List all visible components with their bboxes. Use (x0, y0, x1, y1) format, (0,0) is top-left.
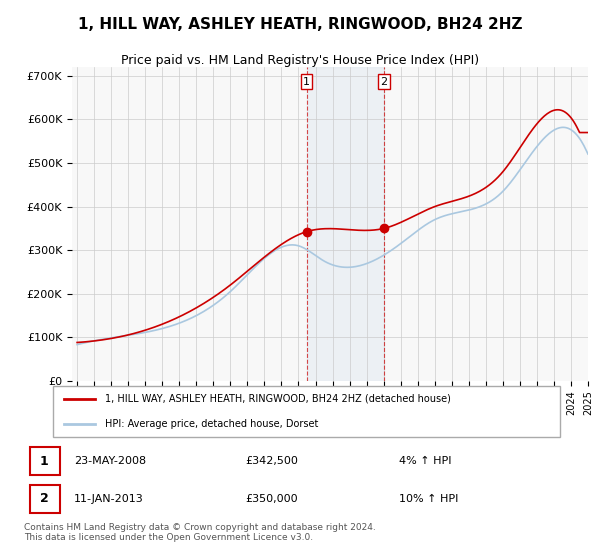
Text: 1: 1 (303, 77, 310, 87)
Text: Price paid vs. HM Land Registry's House Price Index (HPI): Price paid vs. HM Land Registry's House … (121, 54, 479, 67)
Text: 1, HILL WAY, ASHLEY HEATH, RINGWOOD, BH24 2HZ: 1, HILL WAY, ASHLEY HEATH, RINGWOOD, BH2… (78, 17, 522, 32)
Text: 10% ↑ HPI: 10% ↑ HPI (400, 494, 459, 504)
Text: 1: 1 (40, 455, 49, 468)
FancyBboxPatch shape (29, 485, 60, 513)
Text: 2: 2 (380, 77, 388, 87)
Bar (307, 67, 384, 381)
Text: £350,000: £350,000 (245, 494, 298, 504)
Text: Contains HM Land Registry data © Crown copyright and database right 2024.
This d: Contains HM Land Registry data © Crown c… (24, 523, 376, 542)
Text: 4% ↑ HPI: 4% ↑ HPI (400, 456, 452, 466)
Text: 2: 2 (40, 492, 49, 505)
FancyBboxPatch shape (29, 447, 60, 475)
Text: 23-MAY-2008: 23-MAY-2008 (74, 456, 146, 466)
FancyBboxPatch shape (53, 386, 560, 437)
Text: 11-JAN-2013: 11-JAN-2013 (74, 494, 143, 504)
Text: HPI: Average price, detached house, Dorset: HPI: Average price, detached house, Dors… (106, 419, 319, 429)
Text: 1, HILL WAY, ASHLEY HEATH, RINGWOOD, BH24 2HZ (detached house): 1, HILL WAY, ASHLEY HEATH, RINGWOOD, BH2… (106, 394, 451, 404)
Text: £342,500: £342,500 (245, 456, 298, 466)
